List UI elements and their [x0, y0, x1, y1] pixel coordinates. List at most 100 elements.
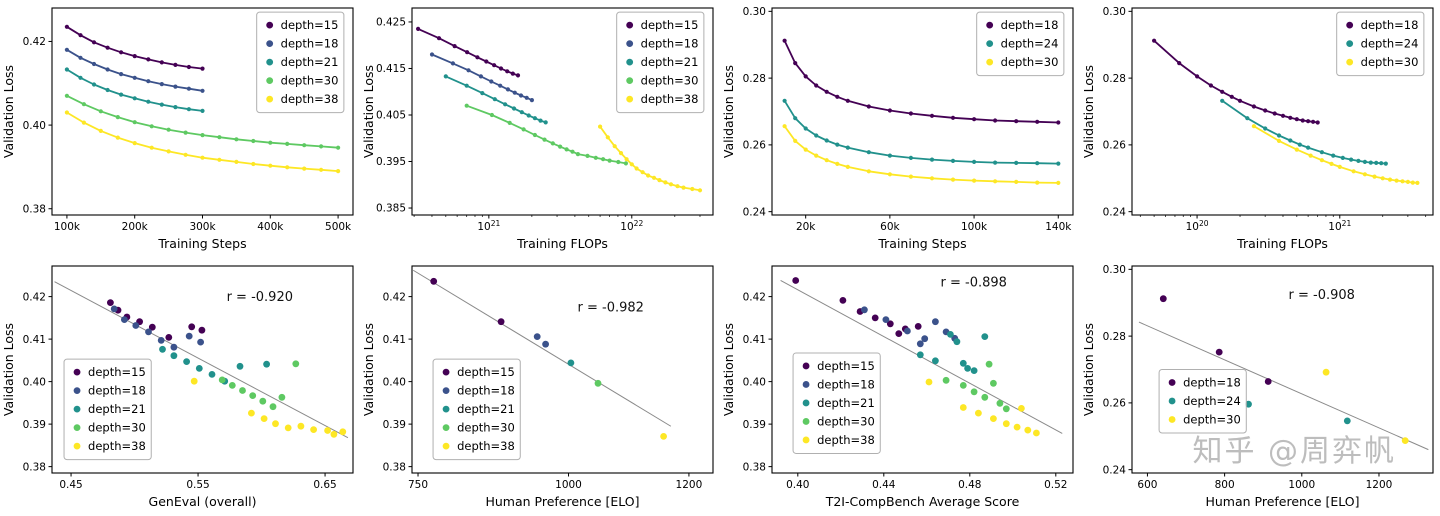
x-axis-label: GenEval (overall) [149, 494, 257, 509]
svg-text:1000: 1000 [555, 479, 582, 491]
svg-text:0.38: 0.38 [743, 461, 766, 473]
svg-text:0.395: 0.395 [376, 156, 406, 168]
svg-text:0.26: 0.26 [1103, 140, 1127, 152]
y-axis-label: Validation Loss [1081, 65, 1096, 158]
x-axis-label: Human Preference [ELO] [485, 494, 639, 509]
svg-text:0.30: 0.30 [1103, 264, 1126, 276]
correlation-annotation: r = -0.982 [578, 301, 644, 316]
fit-line [412, 269, 672, 427]
correlation-annotation: r = -0.898 [941, 276, 1007, 291]
svg-text:depth=18: depth=18 [457, 384, 515, 398]
svg-text:100k: 100k [54, 221, 81, 233]
series-depth=18 [110, 305, 205, 351]
series-depth=24 [1245, 400, 1351, 425]
loss-vs-flops-depths-15-38: 1021 1022 0.385 0.395 0.405 0.415 0.425 Trainin… [361, 7, 714, 251]
series [64, 24, 341, 174]
svg-text:0.39: 0.39 [23, 419, 46, 431]
loss-vs-human-preference-elo: 750 1000 1200 0.38 0.39 0.40 0.41 0.42 Human Pre… [361, 265, 714, 509]
series-depth=30 [1251, 124, 1420, 185]
series-depth=18 [64, 47, 205, 93]
svg-text:0.30: 0.30 [1103, 6, 1126, 18]
axes: 100k 200k 300k 400k 500k 0.38 0.40 0.42 [23, 7, 354, 233]
svg-text:depth=15: depth=15 [281, 18, 339, 32]
svg-text:depth=24: depth=24 [1183, 394, 1241, 408]
x-axis-label: Training Steps [877, 236, 966, 251]
svg-text:0.40: 0.40 [23, 376, 46, 388]
series-depth=21 [567, 359, 575, 367]
y-axis-label: Validation Loss [1, 65, 16, 158]
series [430, 277, 667, 440]
series-depth=38 [64, 110, 341, 174]
series-depth=24 [1220, 98, 1388, 166]
axes: 0.45 0.55 0.65 0.38 0.39 0.40 0.41 0.42 [23, 265, 354, 491]
svg-text:depth=30: depth=30 [457, 421, 515, 435]
svg-text:200k: 200k [122, 221, 149, 233]
svg-text:depth=15: depth=15 [641, 18, 699, 32]
x-axis-label: Training FLOPs [516, 236, 608, 251]
axes: 0.40 0.44 0.48 0.52 0.38 0.39 0.40 0.41 0.42 [743, 265, 1074, 491]
svg-text:20k: 20k [796, 221, 816, 233]
svg-text:0.40: 0.40 [743, 376, 766, 388]
svg-text:depth=21: depth=21 [457, 402, 515, 416]
svg-text:depth=18: depth=18 [1001, 18, 1059, 32]
y-axis-label: Validation Loss [361, 323, 376, 416]
svg-text:depth=21: depth=21 [817, 396, 875, 410]
svg-text:0.42: 0.42 [383, 291, 406, 303]
loss-vs-steps-depths-18-30: 20k 60k 100k 140k 0.24 0.26 0.28 0.30 Training S… [721, 6, 1074, 251]
svg-text:1200: 1200 [676, 479, 703, 491]
svg-text:depth=30: depth=30 [1183, 413, 1241, 427]
svg-text:0.39: 0.39 [383, 419, 406, 431]
series-depth=18 [429, 52, 534, 103]
svg-text:depth=30: depth=30 [641, 74, 699, 88]
svg-text:depth=21: depth=21 [641, 55, 699, 69]
svg-text:depth=18: depth=18 [1183, 376, 1241, 390]
series-depth=30 [594, 379, 602, 387]
svg-text:0.30: 0.30 [743, 6, 766, 18]
legend: depth=15 depth=18 depth=21 depth=30 depth=38 [256, 11, 345, 114]
series-depth=15 [430, 277, 505, 326]
series-depth=38 [660, 433, 667, 440]
chart-panel-3: 20k 60k 100k 140k 0.24 0.26 0.28 0.30 Training S… [720, 0, 1080, 258]
series-depth=15 [107, 299, 206, 341]
series-depth=38 [598, 124, 703, 193]
y-axis-label: Validation Loss [1081, 323, 1096, 416]
chart-panel-8: 600 800 1000 1200 0.24 0.26 0.28 0.30 Human Pref… [1080, 258, 1440, 516]
svg-text:0.52: 0.52 [1044, 479, 1067, 491]
svg-text:depth=24: depth=24 [1001, 37, 1059, 51]
axes: 1020 1021 0.24 0.26 0.28 0.30 [1103, 6, 1434, 233]
svg-text:1022: 1022 [620, 219, 643, 233]
series-depth=18 [782, 38, 1061, 125]
x-axis-label: Training Steps [157, 236, 246, 251]
svg-text:0.65: 0.65 [313, 479, 336, 491]
chart-panel-1: 100k 200k 300k 400k 500k 0.38 0.40 0.42 Training… [0, 0, 360, 258]
svg-text:depth=18: depth=18 [641, 37, 699, 51]
svg-text:0.40: 0.40 [786, 479, 809, 491]
svg-text:1000: 1000 [1288, 479, 1315, 491]
svg-text:depth=30: depth=30 [281, 74, 339, 88]
svg-text:0.38: 0.38 [23, 203, 46, 215]
series [416, 26, 703, 193]
svg-text:0.42: 0.42 [743, 291, 766, 303]
axes: 600 800 1000 1200 0.24 0.26 0.28 0.30 [1103, 264, 1434, 491]
svg-text:depth=18: depth=18 [281, 37, 339, 51]
y-axis-label: Validation Loss [361, 65, 376, 158]
loss-vs-human-preference-elo-2: 600 800 1000 1200 0.24 0.26 0.28 0.30 Human Pref… [1081, 264, 1434, 509]
svg-text:depth=38: depth=38 [817, 433, 875, 447]
svg-text:0.41: 0.41 [743, 334, 766, 346]
series-depth=30 [782, 124, 1061, 185]
svg-text:depth=18: depth=18 [817, 377, 875, 391]
legend: depth=18 depth=24 depth=30 [976, 11, 1065, 77]
svg-text:1020: 1020 [1186, 219, 1209, 233]
svg-text:0.48: 0.48 [958, 479, 981, 491]
svg-text:1200: 1200 [1366, 479, 1393, 491]
svg-text:0.38: 0.38 [383, 461, 406, 473]
svg-text:0.405: 0.405 [376, 110, 406, 122]
x-axis-label: Human Preference [ELO] [1205, 494, 1359, 509]
svg-text:depth=15: depth=15 [88, 365, 146, 379]
svg-text:800: 800 [1215, 479, 1235, 491]
legend: depth=18 depth=24 depth=30 [1336, 11, 1425, 77]
x-axis-label: T2I-CompBench Average Score [825, 494, 1020, 509]
svg-text:0.26: 0.26 [743, 140, 767, 152]
series-depth=38 [925, 378, 1040, 437]
